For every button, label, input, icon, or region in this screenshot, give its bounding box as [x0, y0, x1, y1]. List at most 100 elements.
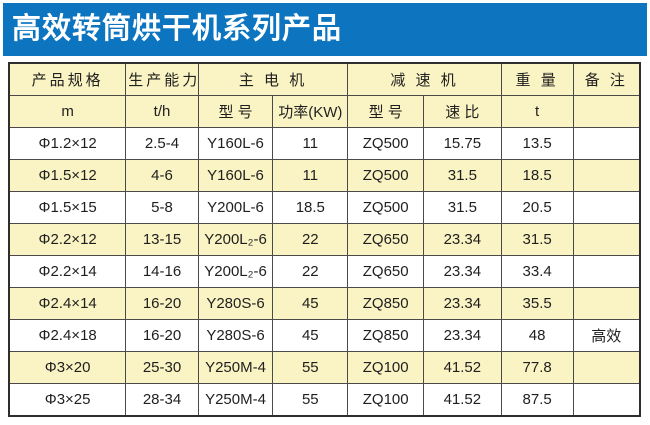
capacity-cell: 14-16 — [125, 255, 199, 288]
table-row: Φ2.4×18 16-20 Y280S-6 45 ZQ850 23.34 48 … — [8, 319, 641, 352]
weight-cell: 48 — [500, 319, 574, 352]
motor-model-cell: Y250M-4 — [197, 383, 274, 417]
capacity-cell: 16-20 — [125, 287, 199, 320]
motor-model-cell: Y280S-6 — [197, 319, 274, 352]
spec-cell: Φ2.4×14 — [8, 287, 127, 320]
capacity-cell: 13-15 — [125, 223, 199, 256]
table-row: Φ2.2×14 14-16 Y200L₂-6 22 ZQ650 23.34 33… — [8, 255, 641, 288]
motor-power-cell: 45 — [272, 319, 349, 352]
header-row-units: m t/h 型 号 功率(KW) 型 号 速 比 t — [8, 95, 641, 128]
page-title: 高效转筒烘干机系列产品 — [12, 13, 343, 45]
motor-power-cell: 55 — [272, 383, 349, 417]
spec-cell: Φ1.5×12 — [8, 159, 127, 192]
table-row: Φ1.2×12 2.5-4 Y160L-6 11 ZQ500 15.75 13.… — [8, 127, 641, 160]
header-main-motor: 主 电 机 — [197, 62, 349, 96]
motor-model-cell: Y200L-6 — [197, 191, 274, 224]
subheader-remark-empty — [572, 95, 641, 128]
reducer-ratio-cell: 41.52 — [423, 351, 502, 384]
table-header: 产品规格 生产能力 主 电 机 减 速 机 重 量 备 注 m t/h 型 号 … — [8, 62, 641, 128]
remark-cell — [572, 255, 641, 288]
capacity-cell: 28-34 — [125, 383, 199, 417]
remark-cell — [572, 351, 641, 384]
motor-power-cell: 45 — [272, 287, 349, 320]
motor-model-cell: Y250M-4 — [197, 351, 274, 384]
capacity-cell: 4-6 — [125, 159, 199, 192]
weight-cell: 77.8 — [500, 351, 574, 384]
motor-model-cell: Y280S-6 — [197, 287, 274, 320]
table-row: Φ2.4×14 16-20 Y280S-6 45 ZQ850 23.34 35.… — [8, 287, 641, 320]
motor-power-cell: 18.5 — [272, 191, 349, 224]
title-banner: 高效转筒烘干机系列产品 — [3, 3, 647, 56]
weight-cell: 31.5 — [500, 223, 574, 256]
subheader-reducer-model: 型 号 — [347, 95, 425, 128]
reducer-model-cell: ZQ500 — [347, 159, 425, 192]
reducer-ratio-cell: 23.34 — [423, 255, 502, 288]
remark-cell — [572, 287, 641, 320]
table-row: Φ3×20 25-30 Y250M-4 55 ZQ100 41.52 77.8 — [8, 351, 641, 384]
remark-cell — [572, 159, 641, 192]
remark-cell — [572, 191, 641, 224]
header-weight: 重 量 — [500, 62, 574, 96]
reducer-model-cell: ZQ100 — [347, 383, 425, 417]
weight-cell: 33.4 — [500, 255, 574, 288]
motor-power-cell: 11 — [272, 159, 349, 192]
weight-cell: 18.5 — [500, 159, 574, 192]
motor-power-cell: 55 — [272, 351, 349, 384]
capacity-cell: 25-30 — [125, 351, 199, 384]
reducer-model-cell: ZQ850 — [347, 319, 425, 352]
table-row: Φ2.2×12 13-15 Y200L₂-6 22 ZQ650 23.34 31… — [8, 223, 641, 256]
reducer-ratio-cell: 15.75 — [423, 127, 502, 160]
motor-model-cell: Y160L-6 — [197, 159, 274, 192]
motor-power-cell: 22 — [272, 223, 349, 256]
unit-weight-t: t — [500, 95, 574, 128]
spec-cell: Φ2.2×14 — [8, 255, 127, 288]
motor-model-cell: Y200L₂-6 — [197, 255, 274, 288]
table-row: Φ1.5×12 4-6 Y160L-6 11 ZQ500 31.5 18.5 — [8, 159, 641, 192]
weight-cell: 35.5 — [500, 287, 574, 320]
remark-cell — [572, 223, 641, 256]
table-row: Φ1.5×15 5-8 Y200L-6 18.5 ZQ500 31.5 20.5 — [8, 191, 641, 224]
unit-spec-m: m — [8, 95, 127, 128]
unit-capacity-th: t/h — [125, 95, 199, 128]
reducer-model-cell: ZQ850 — [347, 287, 425, 320]
header-capacity: 生产能力 — [125, 62, 199, 96]
subheader-motor-model: 型 号 — [197, 95, 274, 128]
reducer-ratio-cell: 31.5 — [423, 191, 502, 224]
motor-model-cell: Y160L-6 — [197, 127, 274, 160]
motor-power-cell: 11 — [272, 127, 349, 160]
spec-cell: Φ3×25 — [8, 383, 127, 417]
capacity-cell: 16-20 — [125, 319, 199, 352]
spec-cell: Φ3×20 — [8, 351, 127, 384]
spec-cell: Φ2.4×18 — [8, 319, 127, 352]
subheader-reducer-ratio: 速 比 — [423, 95, 502, 128]
remark-cell — [572, 383, 641, 417]
reducer-model-cell: ZQ500 — [347, 191, 425, 224]
remark-cell: 高效 — [572, 319, 641, 352]
motor-power-cell: 22 — [272, 255, 349, 288]
capacity-cell: 2.5-4 — [125, 127, 199, 160]
reducer-model-cell: ZQ650 — [347, 255, 425, 288]
reducer-ratio-cell: 31.5 — [423, 159, 502, 192]
reducer-model-cell: ZQ650 — [347, 223, 425, 256]
capacity-cell: 5-8 — [125, 191, 199, 224]
table-row: Φ3×25 28-34 Y250M-4 55 ZQ100 41.52 87.5 — [8, 383, 641, 417]
reducer-ratio-cell: 23.34 — [423, 223, 502, 256]
header-row-groups: 产品规格 生产能力 主 电 机 减 速 机 重 量 备 注 — [8, 62, 641, 96]
header-reducer: 减 速 机 — [347, 62, 502, 96]
subheader-motor-power: 功率(KW) — [272, 95, 349, 128]
reducer-ratio-cell: 23.34 — [423, 319, 502, 352]
weight-cell: 87.5 — [500, 383, 574, 417]
remark-cell — [572, 127, 641, 160]
weight-cell: 20.5 — [500, 191, 574, 224]
spec-cell: Φ1.5×15 — [8, 191, 127, 224]
motor-model-cell: Y200L₂-6 — [197, 223, 274, 256]
weight-cell: 13.5 — [500, 127, 574, 160]
reducer-ratio-cell: 41.52 — [423, 383, 502, 417]
header-product-spec: 产品规格 — [8, 62, 127, 96]
product-spec-table: 产品规格 生产能力 主 电 机 减 速 机 重 量 备 注 m t/h 型 号 … — [8, 62, 641, 417]
table-body: Φ1.2×12 2.5-4 Y160L-6 11 ZQ500 15.75 13.… — [8, 127, 641, 417]
spec-cell: Φ2.2×12 — [8, 223, 127, 256]
spec-cell: Φ1.2×12 — [8, 127, 127, 160]
reducer-ratio-cell: 23.34 — [423, 287, 502, 320]
reducer-model-cell: ZQ500 — [347, 127, 425, 160]
